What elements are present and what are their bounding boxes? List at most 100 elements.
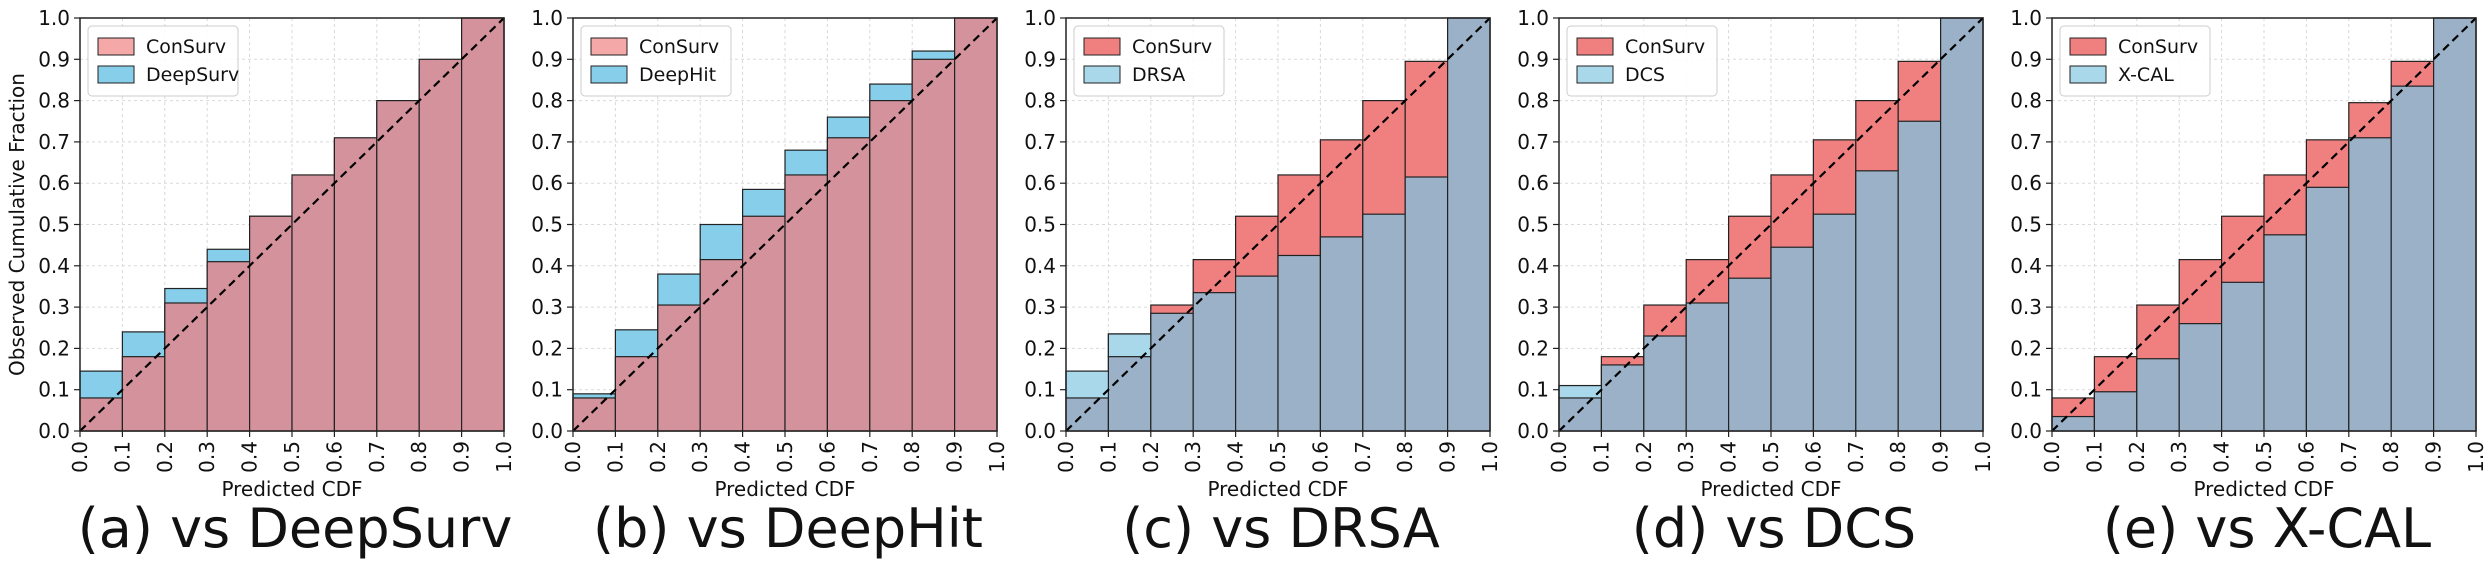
y-tick-label: 0.2 (2010, 336, 2042, 360)
bar-consurv (206, 261, 251, 432)
x-tick-label: 0.1 (110, 441, 134, 473)
y-tick-label: 0.9 (1517, 47, 1549, 71)
x-tick-label: 0.9 (1929, 441, 1953, 473)
bar-consurv (79, 397, 124, 432)
y-tick-label: 0.1 (1024, 378, 1056, 402)
x-axis-label: Predicted CDF (221, 477, 362, 501)
x-tick-label: 0.9 (943, 441, 967, 473)
legend-swatch (590, 37, 628, 56)
y-tick-label: 0.5 (531, 213, 563, 237)
x-tick-label: 0.2 (1139, 441, 1163, 473)
bar-dcs (1812, 213, 1857, 432)
bar-drsa (1404, 176, 1449, 432)
x-tick-label: 0.8 (407, 441, 431, 473)
bar-dcs (1897, 120, 1942, 432)
bar-consurv (741, 215, 786, 432)
y-tick-label: 0.3 (1517, 295, 1549, 319)
panel-e: 0.0 0.1 0.2 0.3 0.4 0.5 0.6 0.7 0.8 0.9 1.0 0.0 0.1 0… (2010, 6, 2488, 501)
x-tick-label: 0.1 (603, 441, 627, 473)
bar-consurv (657, 304, 701, 432)
bar-drsa (1319, 236, 1364, 432)
panel-d: 0.0 0.1 0.2 0.3 0.4 0.5 0.6 0.7 0.8 0.9 1.0 0.0 0.1 0… (1517, 6, 1995, 501)
bar-consurv (784, 174, 829, 432)
bar-x-cal (2178, 323, 2223, 432)
x-tick-label: 0.0 (2040, 441, 2064, 473)
y-tick-label: 1.0 (531, 6, 563, 30)
y-tick-label: 0.0 (1517, 419, 1549, 443)
y-tick-label: 1.0 (1517, 6, 1549, 30)
panel-c: 0.0 0.1 0.2 0.3 0.4 0.5 0.6 0.7 0.8 0.9 1.0 0.0 0.1 0… (1024, 6, 1502, 501)
bar-consurv (164, 302, 208, 432)
y-tick-label: 0.7 (38, 130, 70, 154)
x-tick-label: 0.1 (1589, 441, 1613, 473)
y-tick-label: 0.4 (38, 254, 70, 278)
y-tick-label: 0.6 (2010, 171, 2042, 195)
y-tick-label: 0.1 (38, 378, 70, 402)
panel-caption-d: (d) vs DCS (1631, 497, 1917, 560)
y-tick-label: 0.4 (531, 254, 563, 278)
x-tick-label: 0.4 (1717, 441, 1741, 473)
legend-swatch (1576, 37, 1614, 56)
x-tick-label: 0.2 (1632, 441, 1656, 473)
legend-swatch (1083, 37, 1121, 56)
y-tick-label: 0.2 (1517, 336, 1549, 360)
x-tick-label: 0.8 (900, 441, 924, 473)
legend-label: ConSurv (2118, 36, 2198, 58)
bar-consurv (572, 397, 617, 432)
y-axis-label: Observed Cumulative Fraction (5, 73, 29, 376)
y-tick-label: 0.4 (1517, 254, 1549, 278)
diagonal-line (572, 17, 998, 432)
x-tick-label: 0.3 (688, 441, 712, 473)
y-tick-label: 1.0 (2010, 6, 2042, 30)
y-tick-label: 0.1 (1517, 378, 1549, 402)
y-tick-label: 0.8 (1024, 89, 1056, 113)
panel-caption-a: (a) vs DeepSurv (77, 497, 513, 560)
y-tick-label: 0.1 (531, 378, 563, 402)
y-tick-label: 0.7 (1517, 130, 1549, 154)
panel-caption-b: (b) vs DeepHit (593, 497, 983, 560)
y-tick-label: 0.5 (1517, 213, 1549, 237)
bar-dcs (1643, 335, 1687, 432)
x-tick-label: 0.4 (238, 441, 262, 473)
y-tick-label: 0.2 (531, 336, 563, 360)
x-tick-label: 0.7 (1844, 441, 1868, 473)
y-tick-label: 0.3 (1024, 295, 1056, 319)
x-tick-label: 1.0 (1971, 441, 1995, 473)
diagonal-line (1558, 17, 1984, 432)
bar-drsa (1362, 213, 1406, 432)
x-tick-label: 0.6 (322, 441, 346, 473)
legend-label: ConSurv (146, 36, 226, 58)
legend-swatch (1576, 65, 1614, 84)
x-tick-label: 0.9 (2422, 441, 2446, 473)
bar-consurv (291, 174, 336, 432)
x-tick-label: 0.7 (2337, 441, 2361, 473)
bar-x-cal (2051, 415, 2096, 432)
bar-x-cal (2348, 137, 2392, 432)
y-tick-label: 0.3 (2010, 295, 2042, 319)
x-tick-label: 0.5 (1759, 441, 1783, 473)
x-tick-label: 0.2 (2125, 441, 2149, 473)
legend-label: ConSurv (639, 36, 719, 58)
y-tick-label: 0.6 (1024, 171, 1056, 195)
y-tick-label: 0.7 (1024, 130, 1056, 154)
y-tick-label: 0.2 (1024, 336, 1056, 360)
x-axis-label: Predicted CDF (1207, 477, 1348, 501)
bar-drsa (1150, 312, 1194, 432)
y-tick-label: 0.8 (2010, 89, 2042, 113)
legend-label: ConSurv (1625, 36, 1705, 58)
bar-dcs (1939, 17, 1984, 432)
x-tick-label: 0.0 (68, 441, 92, 473)
x-tick-label: 0.0 (1547, 441, 1571, 473)
y-tick-label: 0.5 (38, 213, 70, 237)
x-tick-label: 0.3 (2167, 441, 2191, 473)
bar-x-cal (2390, 85, 2435, 432)
x-tick-label: 0.6 (1801, 441, 1825, 473)
bar-consurv (249, 215, 293, 432)
bar-consurv (461, 17, 505, 432)
x-tick-label: 1.0 (1478, 441, 1502, 473)
x-tick-label: 0.2 (153, 441, 177, 473)
bar-dcs (1855, 170, 1899, 432)
x-tick-label: 0.8 (2379, 441, 2403, 473)
x-tick-label: 0.4 (1224, 441, 1248, 473)
